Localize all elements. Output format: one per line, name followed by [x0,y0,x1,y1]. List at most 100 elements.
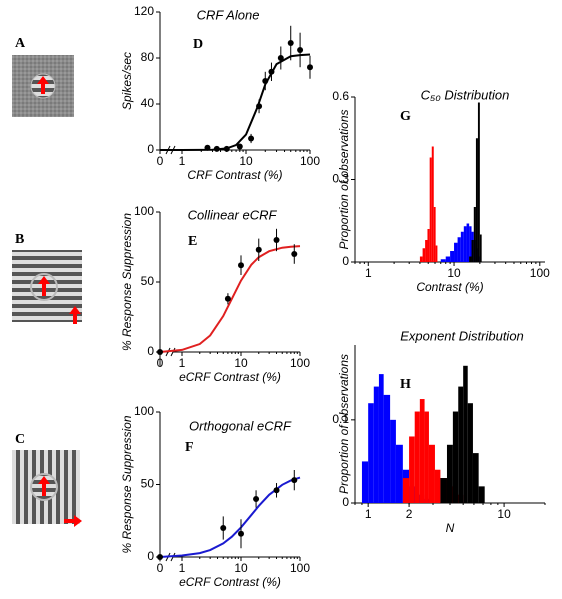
data-point [204,144,211,151]
histogram-bar [390,419,396,503]
stimulus-a: A [12,36,74,117]
panel-letter: F [185,440,194,455]
axis-break [170,347,176,357]
histogram-bar [431,146,434,262]
x-axis-label: N [446,521,455,535]
x-tick-label: 10 [234,356,248,370]
x-tick-label: 10 [234,561,248,575]
data-point [223,145,230,152]
data-point [291,477,298,484]
panel-letter: D [193,37,203,52]
histogram-bar [469,226,472,262]
histogram-bar [368,403,374,503]
data-point [297,46,304,53]
chart-title: Collinear eCRF [188,207,278,222]
histogram-bar [460,231,464,262]
histogram-bar [425,240,428,262]
y-tick-label: 100 [134,404,154,418]
histogram-bar [477,102,480,262]
histogram-bar [402,478,410,503]
data-point [253,496,260,502]
histogram-bar [467,403,473,503]
y-tick-label: 0 [342,495,349,509]
data-point [236,143,243,150]
data-point [273,237,280,243]
histogram-bar [475,138,478,262]
x-tick-label: 100 [290,561,310,575]
chart-title: Exponent Distribution [400,328,524,343]
histogram-bar [463,226,467,262]
histogram-bar [463,365,468,503]
y-tick-label: 50 [141,477,155,491]
fit-curve [159,245,301,353]
x-axis-label: eCRF Contrast (%) [179,370,281,384]
data-point [268,68,275,75]
stimulus-c: C [12,432,82,527]
y-tick-label: 80 [141,50,155,64]
y-tick-label: 0.1 [332,412,349,426]
chart-title: C₅₀ Distribution [421,87,510,102]
histogram-bar [454,242,458,262]
histogram-bar [422,248,426,262]
y-tick-label: 0 [147,549,154,563]
histogram-bar [450,251,455,262]
data-point [157,349,163,355]
histogram-bar [445,256,451,262]
histogram-bar [419,399,425,503]
x-tick-label: 0 [157,154,164,168]
panel-letter: C [15,432,25,447]
histogram-bar [429,157,432,262]
x-tick-label: 1 [365,507,372,521]
panel-letter: B [15,232,24,247]
x-tick-label: 100 [290,356,310,370]
data-point [262,78,269,84]
histogram-bar [473,207,476,262]
data-point [255,246,262,253]
y-tick-label: 0 [147,142,154,156]
histogram-bar [383,394,391,503]
stimulus-b: B [12,232,82,324]
y-axis-label: Proportion of observations [337,109,351,249]
histogram-bar [478,486,485,503]
histogram-bar [435,245,438,262]
chart-title: CRF Alone [197,7,260,22]
x-tick-label: 10 [447,266,461,280]
histogram-bar [414,411,420,503]
data-point [273,487,280,494]
y-tick-label: 120 [134,4,154,18]
y-tick-label: 100 [134,204,154,218]
x-tick-label: 100 [530,266,550,280]
data-point [307,64,313,71]
histogram-bar [440,259,446,262]
data-point [224,295,231,302]
x-tick-label: 10 [239,154,253,168]
x-axis-label: CRF Contrast (%) [187,168,282,182]
histogram-bar [433,207,436,262]
y-tick-label: 0.3 [332,172,349,186]
histogram-bar [427,229,430,262]
histogram-bar [469,256,472,262]
panel-letter: H [400,377,411,392]
y-tick-label: 40 [141,96,155,110]
histogram-bar [428,444,435,503]
data-point [248,135,255,142]
x-tick-label: 1 [179,154,186,168]
histogram-bar [419,256,423,262]
data-point [256,103,263,110]
histogram-bar [395,444,403,503]
data-point [287,40,294,47]
histogram-bar [472,453,479,503]
x-tick-label: 10 [497,507,511,521]
histogram-bar [440,478,447,503]
panel-letter: G [400,109,411,124]
histogram-bar [409,436,415,503]
data-point [238,262,244,269]
histogram-bar [361,461,369,503]
histogram-bar [471,240,474,262]
x-axis-label: eCRF Contrast (%) [179,575,281,589]
y-tick-label: 0.6 [332,89,349,103]
x-tick-label: 1 [365,266,372,280]
data-point [291,251,298,257]
x-tick-label: 0 [157,561,164,575]
